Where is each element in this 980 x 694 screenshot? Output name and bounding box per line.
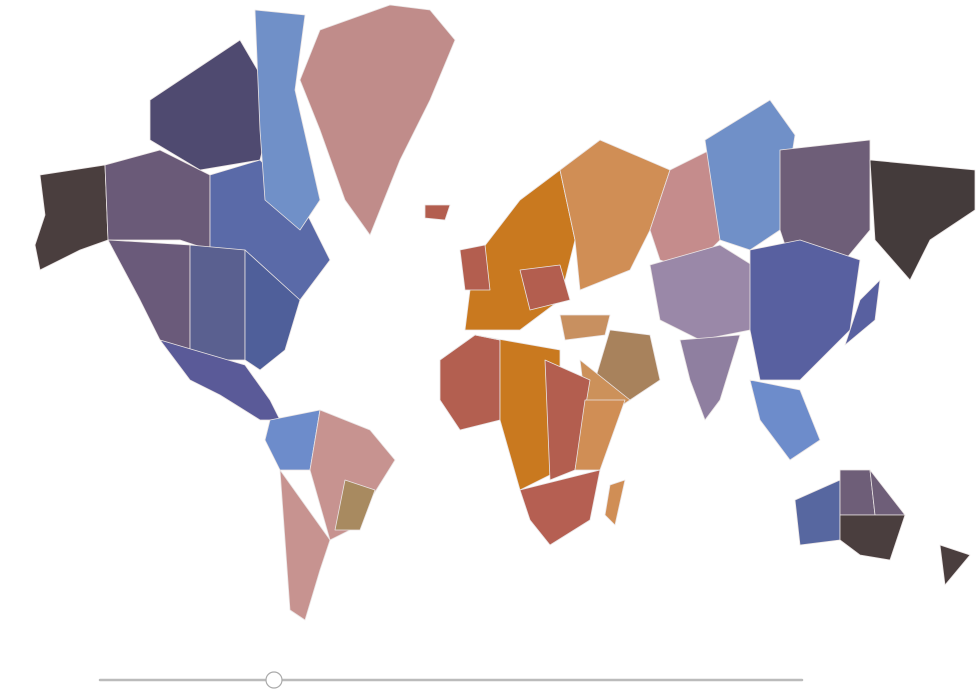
region bbox=[149, 39, 276, 171]
slider-thumb[interactable] bbox=[265, 671, 283, 689]
region bbox=[244, 249, 301, 371]
region bbox=[279, 469, 331, 621]
region bbox=[604, 479, 626, 526]
region bbox=[794, 479, 841, 546]
region bbox=[264, 409, 321, 471]
region bbox=[254, 9, 321, 231]
region bbox=[459, 244, 491, 291]
region bbox=[839, 469, 876, 516]
region bbox=[559, 314, 611, 341]
europe-asia bbox=[459, 99, 976, 461]
region bbox=[869, 159, 976, 281]
region bbox=[594, 329, 661, 401]
south-america bbox=[264, 409, 396, 621]
region bbox=[844, 279, 881, 346]
region bbox=[424, 204, 451, 221]
region bbox=[869, 469, 906, 516]
region bbox=[679, 334, 741, 421]
region bbox=[299, 4, 456, 236]
oceania bbox=[794, 469, 971, 586]
region bbox=[839, 514, 906, 561]
region bbox=[749, 239, 861, 381]
region bbox=[519, 264, 571, 311]
region bbox=[189, 244, 246, 361]
region bbox=[559, 139, 671, 291]
africa bbox=[439, 334, 626, 546]
region bbox=[107, 239, 191, 361]
slider[interactable] bbox=[98, 671, 804, 689]
region bbox=[334, 479, 376, 531]
region bbox=[439, 334, 501, 431]
region bbox=[34, 164, 109, 271]
region bbox=[939, 544, 971, 586]
region bbox=[749, 379, 821, 461]
north-america bbox=[34, 4, 456, 421]
region bbox=[519, 469, 601, 546]
